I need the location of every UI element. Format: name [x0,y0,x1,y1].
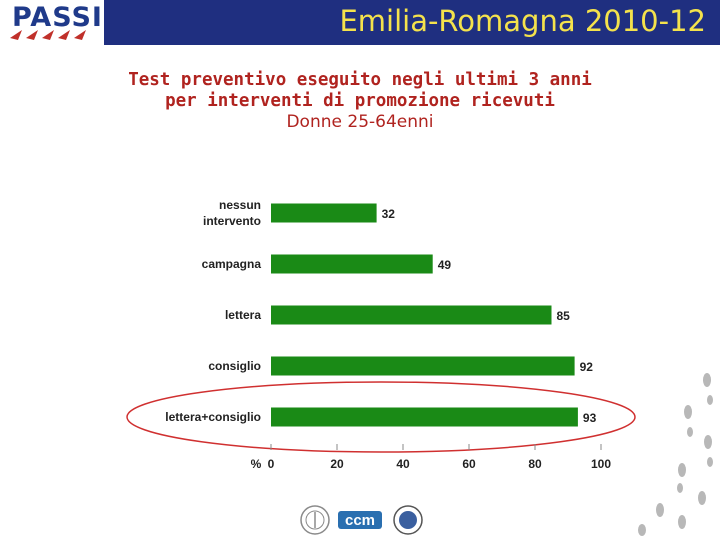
x-tick-label: 0 [268,457,275,471]
category-label: consiglio [208,359,261,373]
footprints-icon [638,373,713,536]
header: PASSI Emilia-Romagna 2010-12 [0,0,720,45]
gisps-logo-icon [393,505,423,535]
x-tick-label: 80 [528,457,542,471]
x-tick-label: 40 [396,457,410,471]
footer-logos: ccm [300,505,423,535]
chart-title-block: Test preventivo eseguito negli ultimi 3 … [0,70,720,133]
category-label: campagna [202,257,262,271]
data-label: 49 [438,258,452,272]
passi-logo-icon: PASSI [4,2,102,43]
category-label: nessun [219,198,261,212]
data-label: 85 [557,309,571,323]
chart-subtitle: Donne 25-64enni [286,112,434,132]
data-label: 32 [382,207,396,221]
page-title: Emilia-Romagna 2010-12 [339,4,706,38]
ccm-logo-icon: ccm [338,511,382,529]
data-label: 93 [583,411,597,425]
x-tick-label: 60 [462,457,476,471]
logo-figures [10,30,86,40]
logo-text: PASSI [12,2,103,33]
svg-text:ccm: ccm [345,512,375,529]
data-label: 92 [580,360,594,374]
iss-seal-icon [300,505,330,535]
category-label: lettera+consiglio [165,410,261,424]
category-label: intervento [203,214,261,228]
bar [271,407,578,427]
chart-title: Test preventivo eseguito negli ultimi 3 … [128,70,592,90]
highlight-ellipse [126,381,636,453]
bar [271,356,575,376]
x-tick-label: 20 [330,457,344,471]
bar [271,305,552,325]
bar [271,254,433,274]
x-tick-label: 100 [591,457,611,471]
chart-title-line2: per interventi di promozione ricevuti [165,91,555,111]
header-band: Emilia-Romagna 2010-12 [104,0,720,45]
bar [271,203,377,223]
category-label: lettera [225,308,261,322]
x-axis-label: % [251,457,262,471]
